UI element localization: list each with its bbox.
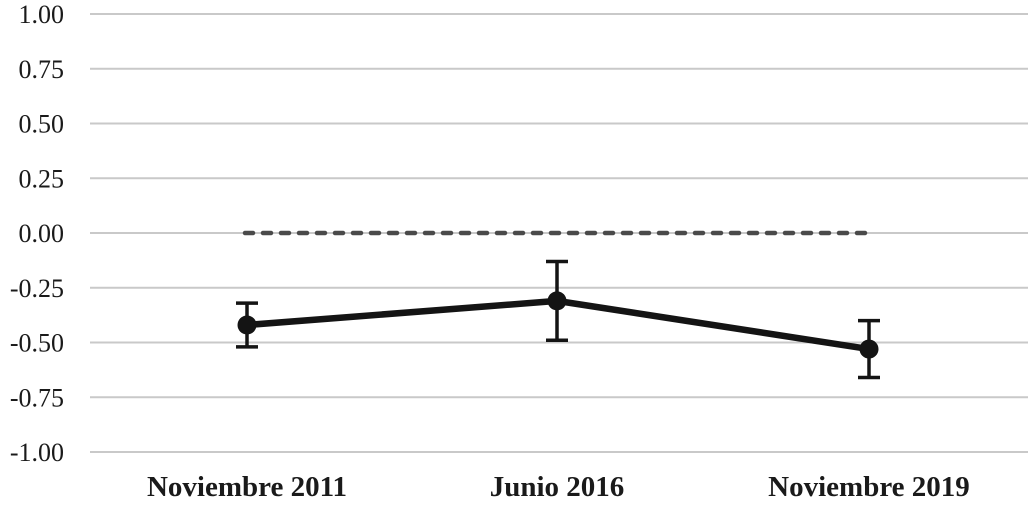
y-axis-tick-label: 0.00 xyxy=(19,219,65,248)
data-point-marker xyxy=(547,291,567,311)
x-axis-category-label: Noviembre 2019 xyxy=(768,471,970,503)
y-axis-tick-label: 0.25 xyxy=(19,164,65,193)
y-axis-tick-labels: 1.00 0.75 0.50 0.25 0.00 -0.25 -0.50 -0.75 -1.00 xyxy=(10,0,64,467)
data-points-layer xyxy=(237,291,879,359)
x-axis-category-labels: Noviembre 2011 Junio 2016 Noviembre 2019 xyxy=(147,471,970,503)
y-axis-tick-label: 0.50 xyxy=(19,110,65,139)
y-axis-tick-label: -0.75 xyxy=(10,383,64,412)
data-point-marker xyxy=(859,339,879,359)
y-axis-tick-label: -0.25 xyxy=(10,274,64,303)
y-axis-tick-label: -0.50 xyxy=(10,329,64,358)
y-axis-tick-label: 1.00 xyxy=(19,0,65,29)
x-axis-category-label: Noviembre 2011 xyxy=(147,471,347,503)
y-axis-tick-label: 0.75 xyxy=(19,55,65,84)
y-axis-tick-label: -1.00 xyxy=(10,438,64,467)
data-point-marker xyxy=(237,315,257,335)
x-axis-category-label: Junio 2016 xyxy=(490,471,625,503)
